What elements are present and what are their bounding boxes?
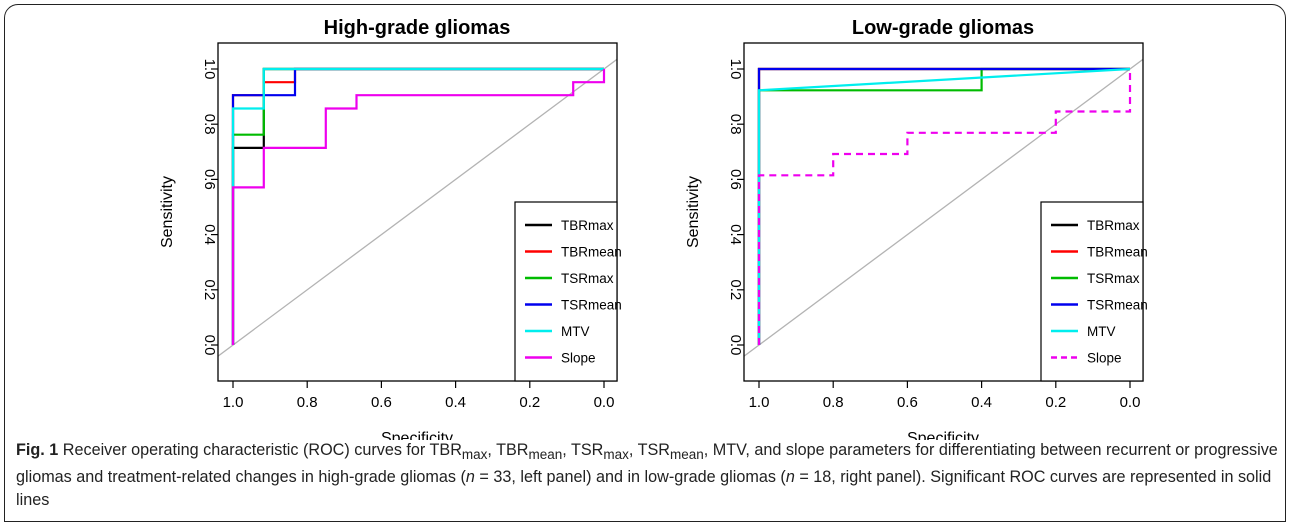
- legend-label: MTV: [561, 324, 590, 339]
- figure-frame: [4, 4, 1286, 522]
- x-tick-label: 0.8: [297, 394, 318, 411]
- legend-label: TBRmean: [1087, 245, 1148, 260]
- y-tick-label: 0.2: [727, 279, 744, 300]
- x-tick-label: 1.0: [749, 394, 770, 411]
- legend-label: TSRmean: [561, 298, 622, 313]
- x-tick-label: 0.2: [1045, 394, 1066, 411]
- legend-label: TSRmax: [561, 271, 614, 286]
- x-tick-label: 0.2: [519, 394, 540, 411]
- y-tick-label: 0.2: [201, 279, 218, 300]
- roc-charts: High-grade gliomas 1.0 0.8 0.6 0.4 0.2 0.0 0.0 0…: [159, 17, 1148, 440]
- roc-line-slope: [757, 69, 1132, 345]
- reference-diagonal: [218, 58, 617, 357]
- chart-low-grade: Low-grade gliomas 1.0 0.8 0.6 0.4 0.2 0.0 0.0 0.…: [685, 17, 1148, 440]
- chart-high-grade: High-grade gliomas 1.0 0.8 0.6 0.4 0.2 0.0 0.0 0…: [159, 17, 622, 440]
- x-tick-label: 0.8: [823, 394, 844, 411]
- roc-line-slope: [231, 69, 606, 345]
- legend-label: TBRmax: [561, 218, 614, 233]
- y-tick-label: 1.0: [201, 59, 218, 80]
- legend-label: Slope: [561, 351, 596, 366]
- x-tick-label: 1.0: [223, 394, 244, 411]
- y-axis-label: Sensitivity: [685, 176, 702, 248]
- caption-text: Receiver operating characteristic (ROC) …: [16, 441, 1278, 510]
- y-tick-label: 0.6: [727, 169, 744, 190]
- chart-title: High-grade gliomas: [324, 17, 511, 39]
- legend-label: TBRmean: [561, 245, 622, 260]
- x-axis-label: Specificity: [907, 430, 979, 440]
- chart-title: Low-grade gliomas: [852, 17, 1034, 39]
- y-tick-label: 0.0: [201, 335, 218, 356]
- legend-label: TSRmean: [1087, 298, 1148, 313]
- x-tick-label: 0.6: [371, 394, 392, 411]
- y-tick-label: 0.4: [727, 224, 744, 245]
- legend-box: [1040, 201, 1144, 382]
- y-tick-label: 0.8: [201, 114, 218, 135]
- legend-label: Slope: [1087, 351, 1122, 366]
- legend-box: [514, 201, 618, 382]
- y-tick-label: 0.0: [727, 335, 744, 356]
- x-tick-label: 0.0: [594, 394, 615, 411]
- y-axis-label: Sensitivity: [159, 176, 176, 248]
- x-tick-label: 0.6: [897, 394, 918, 411]
- x-tick-label: 0.4: [445, 394, 466, 411]
- y-tick-label: 0.6: [201, 169, 218, 190]
- x-axis-label: Specificity: [381, 430, 453, 440]
- y-tick-label: 0.8: [727, 114, 744, 135]
- legend-label: MTV: [1087, 324, 1116, 339]
- figure-caption: Fig. 1 Receiver operating characteristic…: [16, 439, 1278, 512]
- legend-label: TBRmax: [1087, 218, 1140, 233]
- legend-label: TSRmax: [1087, 271, 1140, 286]
- y-tick-label: 0.4: [201, 224, 218, 245]
- x-tick-label: 0.4: [971, 394, 992, 411]
- reference-diagonal: [744, 58, 1143, 357]
- x-tick-label: 0.0: [1120, 394, 1141, 411]
- figure-label: Fig. 1: [16, 441, 59, 459]
- y-tick-label: 1.0: [727, 59, 744, 80]
